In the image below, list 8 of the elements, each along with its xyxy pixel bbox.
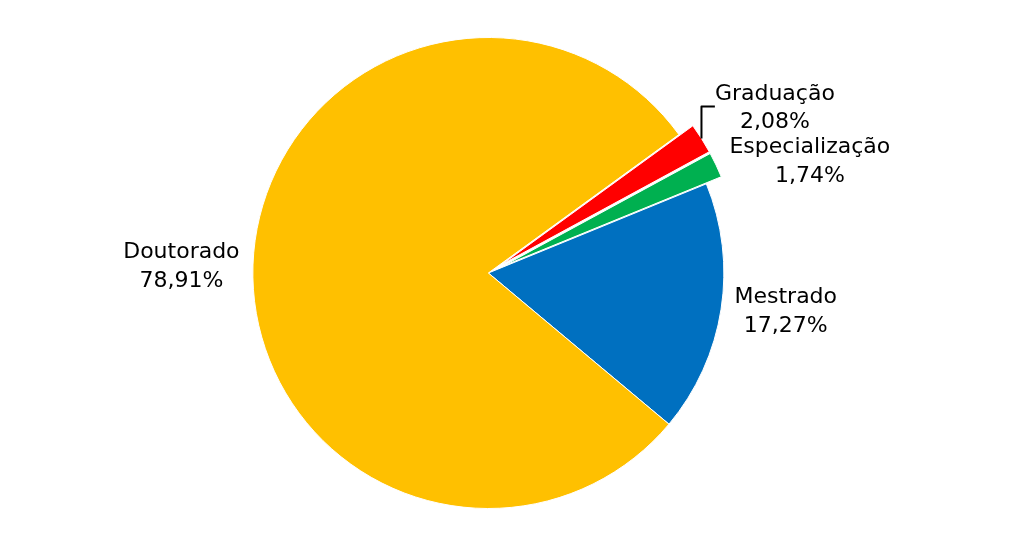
data-label: 78,91% [139,266,224,292]
slice-label: Especialização [729,133,891,159]
slice-label: Mestrado [734,283,838,309]
data-label: 1,74% [774,161,845,187]
data-label: 17,27% [743,311,828,337]
slice-label: Doutorado [123,238,240,264]
data-label: 2,08% [739,108,810,134]
slice-label: Graduação [714,79,835,105]
